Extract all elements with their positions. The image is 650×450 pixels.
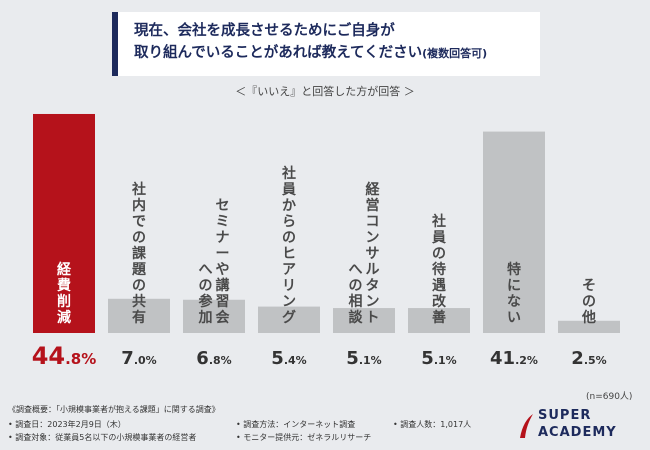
chart-title-line2: 取り組んでいることがあれば教えてください(複数回答可) (134, 42, 540, 65)
chart-title-suffix: (複数回答可) (422, 47, 488, 60)
chart-subtitle: ＜『いいえ』と回答した方が回答 ＞ (235, 85, 415, 98)
logo-text-super: SUPER (538, 408, 592, 423)
bar-0 (33, 113, 95, 333)
svg-text:社員の待遇改善: 社員の待遇改善 (431, 213, 447, 326)
svg-text:その他: その他 (581, 278, 596, 326)
sample-size-note: (n=690人) (586, 392, 633, 402)
category-label-0: 経費削減 (57, 261, 72, 326)
survey-overview: 《調査概要：「小規模事業者が抱える課題」に関する調査》 (8, 405, 220, 414)
svg-text:への参加: への参加 (198, 262, 214, 326)
bar-6 (483, 131, 545, 333)
svg-text:セミナーや講習会: セミナーや講習会 (216, 198, 231, 326)
super-academy-logo: SUPER ACADEMY (518, 408, 643, 446)
chart-title-line1: 現在、会社を成長させるためにご自身が (134, 23, 395, 39)
svg-text:特にない: 特にない (507, 261, 521, 326)
category-label-6: 特にない (507, 261, 521, 326)
logo-mark-icon (520, 414, 533, 438)
survey-count: • 調査人数：1,017人 (393, 420, 472, 429)
svg-text:経費削減: 経費削減 (57, 261, 72, 326)
svg-text:社内での課題の共有: 社内での課題の共有 (131, 181, 147, 326)
value-label-3: 5.4% (271, 348, 306, 369)
svg-text:への相談: への相談 (349, 262, 364, 326)
category-label-5: 社員の待遇改善 (431, 213, 447, 326)
value-label-0: 44.8% (32, 342, 97, 370)
bar-5 (408, 308, 470, 333)
value-label-4: 5.1% (346, 348, 381, 369)
category-label-7: その他 (581, 278, 596, 326)
bar-7 (558, 320, 620, 333)
survey-target: • 調査対象：従業員5名以下の小規模事業者の経営者 (8, 433, 197, 442)
bar-2 (183, 299, 245, 333)
survey-date: • 調査日：2023年2月9日（木） (8, 420, 126, 429)
value-label-1: 7.0% (121, 348, 156, 369)
value-label-2: 6.8% (196, 348, 231, 369)
bar-1 (108, 298, 170, 333)
category-label-1: 社内での課題の共有 (131, 181, 147, 326)
value-label-5: 5.1% (421, 348, 456, 369)
category-label-3: 社員からのヒアリング (281, 165, 296, 326)
logo-text-academy: ACADEMY (538, 425, 617, 440)
survey-provider: • モニター提供元：ゼネラルリサーチ (236, 433, 372, 442)
chart-title-line2-text: 取り組んでいることがあれば教えてください (134, 45, 423, 61)
title-box: 現在、会社を成長させるためにご自身が 取り組んでいることがあれば教えてください(… (112, 12, 540, 76)
survey-method: • 調査方法：インターネット調査 (236, 420, 356, 429)
bar-3 (258, 306, 320, 333)
svg-text:経営コンサルタント: 経営コンサルタント (366, 181, 381, 326)
value-label-7: 2.5% (571, 348, 606, 369)
bar-4 (333, 308, 395, 333)
value-label-6: 41.2% (490, 348, 538, 369)
svg-text:社員からのヒアリング: 社員からのヒアリング (281, 165, 296, 326)
